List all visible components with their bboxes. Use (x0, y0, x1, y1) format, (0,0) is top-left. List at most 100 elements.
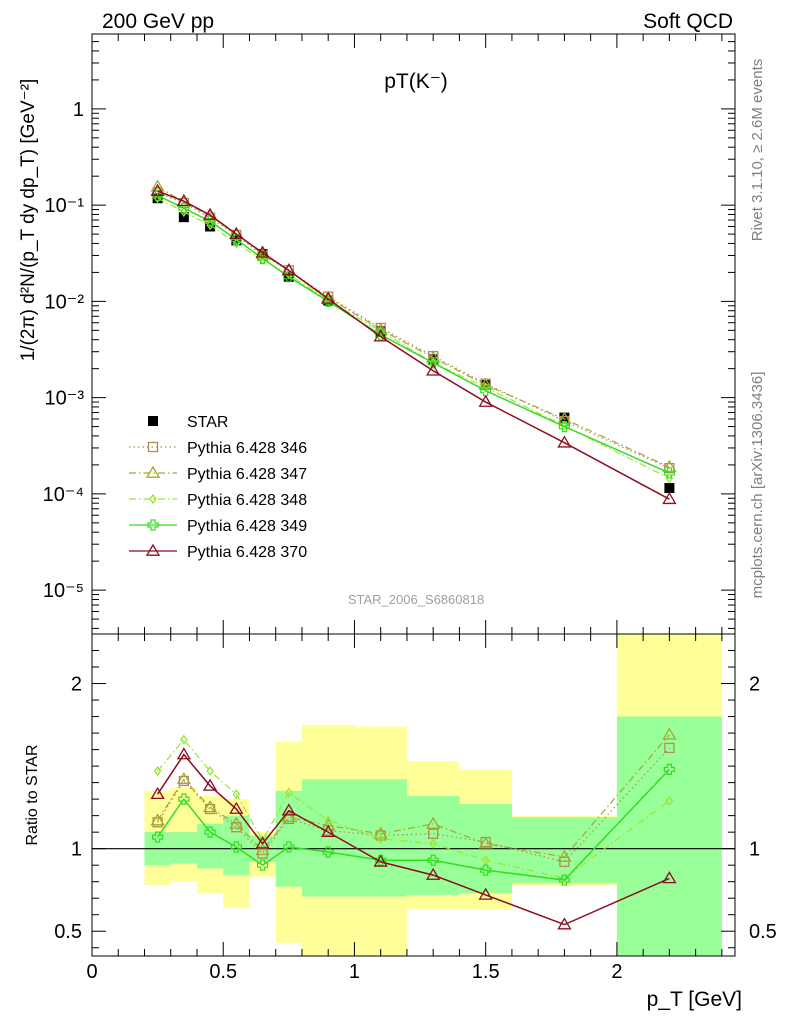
data-point (178, 202, 190, 214)
legend-marker (147, 441, 159, 453)
legend-entry: Pythia 6.428 347 (129, 465, 307, 483)
data-point (281, 263, 296, 276)
ratio-y-tick-label-right: 2 (749, 674, 760, 696)
legend-marker (145, 465, 161, 478)
uncertainty-band-inner (275, 790, 302, 887)
header-right: Soft QCD (643, 10, 733, 33)
y-tick-label: 1 (73, 99, 84, 121)
ratio-plot-frame (91, 633, 736, 957)
ratio-point (428, 828, 439, 839)
ratio-point (255, 843, 270, 856)
legend-label: STAR (187, 414, 228, 431)
ratio-point (152, 831, 164, 843)
data-point (255, 245, 270, 258)
ratio-point (202, 800, 218, 813)
legend-entry: Pythia 6.428 349 (129, 518, 307, 535)
data-point (662, 459, 677, 472)
uncertainty-band-inner (616, 716, 722, 956)
legend-label: Pythia 6.428 349 (187, 518, 307, 535)
data-point (202, 207, 218, 220)
ratio-point (231, 822, 242, 833)
main-chart-title: pT(K⁻) (384, 70, 448, 93)
rivet-version-label: Rivet 3.1.10, ≥ 2.6M events (749, 59, 766, 242)
ratio-point (478, 836, 493, 849)
ratio-point (150, 786, 165, 800)
ratio-y-axis-label: Ratio to STAR (24, 744, 41, 845)
ratio-point (230, 841, 242, 853)
ratio-point (178, 793, 190, 805)
mcplots-reference-label: mcplots.cern.ch [arXiv:1306.3436] (749, 372, 766, 599)
data-point (373, 329, 388, 342)
ratio-point (204, 826, 216, 838)
legend-marker (147, 519, 159, 531)
legend-entry: Pythia 6.428 370 (129, 543, 307, 561)
ratio-point (180, 734, 188, 745)
data-point (480, 385, 492, 397)
x-tick-label: 1 (349, 961, 360, 983)
y-tick-label: 10⁻² (45, 291, 85, 313)
ratio-point (176, 772, 191, 785)
ratio-point (281, 810, 296, 823)
x-tick-label: 0.5 (209, 961, 237, 983)
series-line (157, 190, 670, 500)
data-point (150, 183, 165, 196)
uncertainty-band-inner (223, 815, 250, 876)
ratio-point (373, 826, 388, 839)
legend-label: Pythia 6.428 348 (187, 492, 307, 509)
ratio-point (283, 841, 295, 853)
ratio-line (156, 753, 670, 926)
ratio-point (557, 849, 572, 862)
ratio-point (257, 848, 268, 859)
ratio-point (229, 801, 244, 814)
series-5 (150, 183, 677, 505)
legend-marker (149, 493, 157, 505)
ratio-point (662, 871, 677, 884)
data-point (426, 363, 441, 376)
ratio-point (176, 747, 191, 760)
ratio-point (202, 778, 218, 791)
ratio-point (665, 795, 674, 806)
x-tick-label: 2 (611, 961, 622, 983)
y-tick-label: 10⁻¹ (45, 195, 85, 217)
series-2 (150, 179, 677, 472)
ratio-point (256, 859, 269, 871)
uncertainty-band-inner (170, 832, 197, 864)
ratio-point (429, 838, 437, 849)
data-point (257, 249, 268, 260)
ratio-point (478, 887, 493, 900)
data-point (178, 212, 189, 223)
series-4 (152, 189, 675, 479)
legend-marker (145, 543, 161, 556)
data-point (558, 421, 571, 433)
legend-entry: STAR (148, 414, 228, 431)
data-point (559, 412, 570, 423)
data-point (229, 226, 244, 239)
data-point (176, 193, 191, 207)
data-point (478, 377, 493, 390)
x-axis-label: p_T [GeV] (647, 988, 742, 1011)
ratio-point (229, 816, 244, 829)
ratio-point (480, 864, 492, 876)
ratio-point (153, 765, 162, 777)
ratio-point (663, 763, 675, 776)
ratio-point (255, 836, 270, 849)
data-point (373, 322, 388, 335)
y-tick-label: 10⁻⁴ (43, 484, 84, 506)
ratio-line (157, 747, 670, 863)
uncertainty-band-inner (406, 795, 460, 895)
ratio-point (664, 742, 675, 754)
ratio-series-4 (150, 747, 677, 930)
data-point (478, 394, 493, 407)
data-point (664, 483, 675, 494)
ratio-point (206, 765, 214, 777)
legend-entry: Pythia 6.428 348 (129, 492, 307, 509)
ratio-point (376, 833, 385, 844)
ratio-point (321, 818, 336, 831)
ratio-point (373, 854, 388, 867)
series-line (157, 186, 670, 468)
data-point (662, 491, 677, 505)
legend-entry: Pythia 6.428 346 (129, 440, 307, 457)
data-point (322, 295, 334, 307)
ratio-point (285, 787, 293, 798)
